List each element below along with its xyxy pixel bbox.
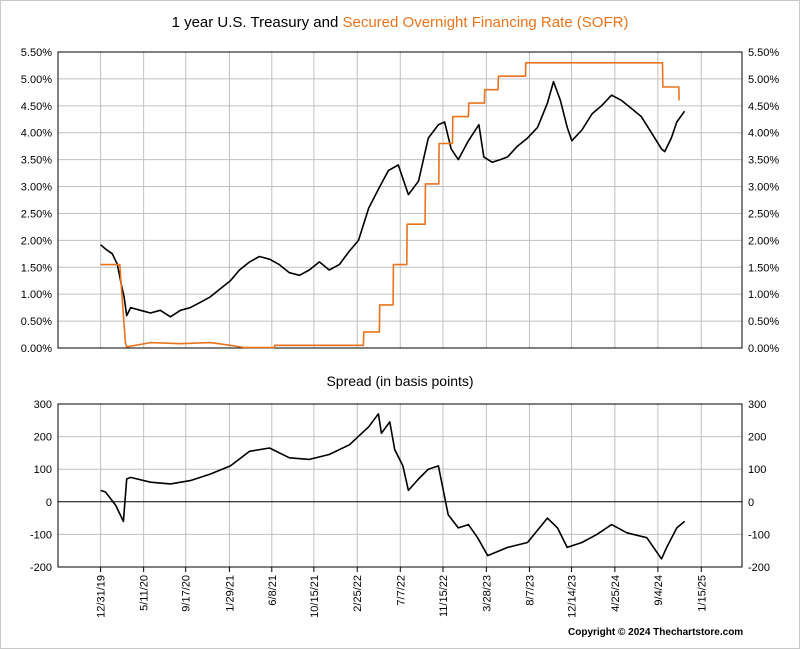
rates-ytick-left-3: 1.50% [21,262,52,274]
x-tick-label-14: 1/15/25 [696,575,708,612]
rates-ytick-left-8: 4.00% [21,128,52,140]
rates-ytick-left-10: 5.00% [21,74,52,86]
x-tick-label-12: 4/25/24 [610,575,622,612]
rates-ytick-right-9: 4.50% [748,101,779,113]
copyright-text: Copyright © 2024 Thechartstore.com [568,627,744,638]
title-treasury: 1 year U.S. Treasury and [171,14,343,31]
spread-ytick-left-4: 200 [34,432,52,444]
x-tick-label-6: 2/25/22 [352,575,364,612]
x-tick-label-5: 10/15/21 [309,575,321,618]
rates-series-line-0 [100,80,686,318]
rates-ytick-left-5: 2.50% [21,208,52,220]
x-tick-label-13: 9/4/24 [653,575,665,606]
rates-ytick-right-2: 1.00% [748,289,779,301]
rates-ytick-right-5: 2.50% [748,208,779,220]
spread-ytick-left-3: 100 [34,464,52,476]
rates-ytick-right-8: 4.00% [748,128,779,140]
chart-title: 1 year U.S. Treasury and Secured Overnig… [0,14,800,31]
x-tick-label-11: 12/14/23 [566,575,578,618]
x-tick-label-10: 8/7/23 [524,575,536,606]
x-tick-label-9: 3/28/23 [481,575,493,612]
x-tick-label-1: 5/11/20 [139,575,151,611]
spread-ytick-left-2: 0 [46,497,52,509]
spread-ytick-left-5: 300 [34,399,52,411]
rates-ytick-right-0: 0.00% [748,343,779,355]
rates-ytick-right-10: 5.00% [748,74,779,86]
rates-ytick-right-11: 5.50% [748,47,779,59]
x-tick-label-4: 6/8/21 [267,575,279,606]
rates-ytick-right-1: 0.50% [748,316,779,328]
x-tick-label-2: 9/17/20 [181,575,193,612]
spread-ytick-right-4: 200 [748,432,766,444]
rates-ytick-left-0: 0.00% [21,343,52,355]
spread-ytick-right-1: -100 [748,529,770,541]
rates-series-line-1 [100,62,680,349]
rates-plot-border [57,51,743,349]
spread-ytick-right-3: 100 [748,464,766,476]
x-tick-label-0: 12/31/19 [96,575,108,618]
spread-ytick-left-0: -200 [30,562,52,574]
spread-series-line-0 [100,413,686,560]
rates-ytick-left-1: 0.50% [21,316,52,328]
rates-ytick-left-11: 5.50% [21,47,52,59]
rates-ytick-right-3: 1.50% [748,262,779,274]
spread-ytick-right-2: 0 [748,497,754,509]
rates-ytick-right-7: 3.50% [748,155,779,167]
rates-ytick-right-6: 3.00% [748,182,779,194]
rates-ytick-right-4: 2.00% [748,235,779,247]
rates-ytick-left-6: 3.00% [21,182,52,194]
spread-ytick-left-1: -100 [30,529,52,541]
x-tick-label-3: 1/29/21 [224,575,236,612]
spread-ytick-right-0: -200 [748,562,770,574]
rates-ytick-left-9: 4.50% [21,101,52,113]
spread-chart-title: Spread (in basis points) [326,373,474,389]
spread-ytick-right-5: 300 [748,399,766,411]
x-tick-label-7: 7/7/22 [395,575,407,606]
x-tick-label-8: 11/15/22 [438,575,450,617]
rates-ytick-left-4: 2.00% [21,235,52,247]
rates-ytick-left-2: 1.00% [21,289,52,301]
rates-ytick-left-7: 3.50% [21,155,52,167]
title-sofr: Secured Overnight Financing Rate (SOFR) [342,14,629,31]
